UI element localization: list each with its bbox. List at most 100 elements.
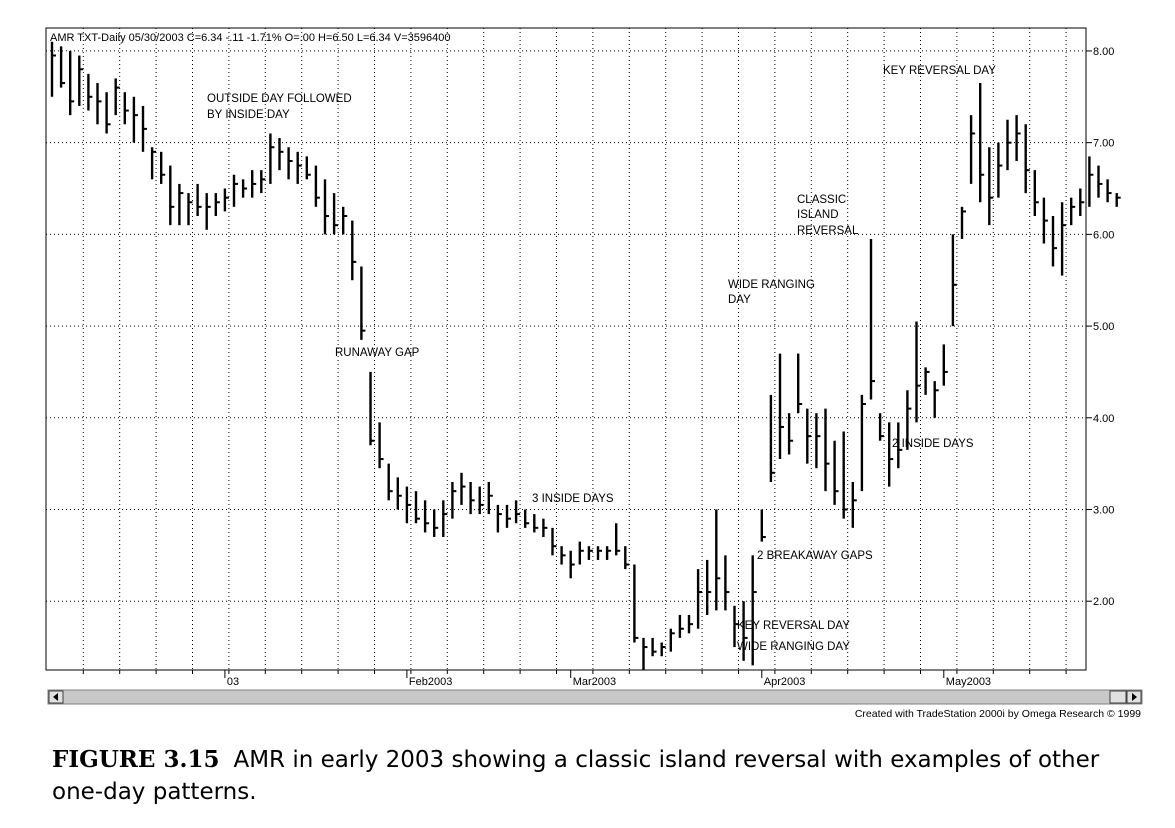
price-bar [842, 431, 848, 519]
price-bar [724, 555, 730, 611]
scrollbar-thumb[interactable] [1109, 690, 1127, 704]
price-bar [1097, 165, 1103, 198]
price-bar [305, 156, 311, 180]
price-bar [833, 440, 839, 505]
price-bar [706, 559, 712, 615]
price-bar [396, 477, 402, 510]
price-bar [332, 193, 339, 235]
y-tick-label: 3.00 [1093, 505, 1114, 517]
scrollbar-track[interactable] [47, 689, 1143, 705]
price-bar [114, 78, 120, 116]
price-bar [696, 569, 703, 629]
y-tick-label: 5.00 [1093, 321, 1114, 333]
x-tick-label: 03 [227, 676, 239, 688]
price-bar [132, 96, 138, 143]
price-bar [760, 509, 766, 542]
price-bar [460, 472, 466, 505]
y-tick-label: 7.00 [1093, 138, 1114, 150]
annotation-key-reversal-high: KEY REVERSAL DAY [883, 65, 996, 77]
price-bar [50, 41, 56, 97]
plot-frame [45, 27, 1087, 671]
price-bar [414, 491, 420, 524]
tradestation-credit: Created with TradeStation 2000i by Omega… [855, 708, 1141, 720]
chart-axes [45, 27, 1087, 671]
annotation-island-1: CLASSIC [797, 194, 846, 206]
price-bar [1106, 179, 1112, 203]
price-bar [250, 170, 257, 198]
price-bar [524, 509, 530, 528]
price-bar [551, 527, 557, 556]
price-bar [951, 234, 957, 327]
price-bar [159, 151, 166, 184]
price-bar [624, 546, 630, 570]
price-bar [433, 509, 439, 538]
y-tick-label: 6.00 [1093, 229, 1114, 241]
price-bar [478, 486, 484, 515]
price-bar [960, 206, 966, 239]
price-bar [660, 642, 666, 657]
annotation-key-reversal-low: KEY REVERSAL DAY [737, 620, 850, 632]
price-bar [278, 138, 284, 171]
price-bar [587, 546, 593, 560]
price-bar [906, 390, 912, 450]
horizontal-scrollbar[interactable] [47, 689, 1143, 705]
price-bar [533, 514, 539, 533]
price-bar [1088, 156, 1094, 207]
figure-caption: FIGURE 3.15 AMR in early 2003 showing a c… [52, 744, 1152, 808]
price-bar [1060, 202, 1067, 276]
price-bar [1024, 124, 1030, 194]
annotation-runaway-gap: RUNAWAY GAP [335, 347, 420, 359]
price-bar [1069, 197, 1076, 226]
price-bar [915, 321, 921, 423]
price-bar [360, 266, 366, 340]
price-bar [314, 165, 320, 207]
price-bar [514, 500, 521, 524]
price-bar [351, 220, 357, 281]
price-bar [232, 174, 238, 207]
x-tick-label: May2003 [946, 676, 991, 688]
price-bar [496, 504, 502, 533]
price-bar [1015, 115, 1021, 161]
y-tick-label: 4.00 [1093, 413, 1114, 425]
price-bar [96, 83, 102, 125]
price-bar [569, 550, 575, 579]
price-bar [997, 142, 1003, 198]
price-bar [223, 188, 229, 212]
price-bar [78, 55, 84, 106]
price-bar [615, 523, 621, 556]
annotation-outside-day-2: BY INSIDE DAY [207, 109, 290, 121]
scroll-right-arrow-icon [1132, 693, 1137, 701]
price-bar [387, 463, 393, 501]
annotation-wide-ranging-1: WIDE RANGING [728, 279, 815, 291]
y-tick-label: 8.00 [1093, 46, 1114, 58]
price-bar [241, 179, 248, 198]
price-bar [769, 394, 775, 482]
price-bar [323, 179, 329, 235]
price-bar [287, 147, 293, 180]
price-bar [196, 183, 202, 217]
price-bar [369, 371, 375, 446]
chart-grid [46, 28, 1086, 670]
x-tick-label: Mar2003 [573, 676, 616, 688]
price-bar [141, 105, 147, 152]
price-bar [214, 193, 220, 217]
annotation-3-inside-days: 3 INSIDE DAYS [532, 493, 614, 505]
price-bar [1051, 216, 1057, 267]
price-bar [897, 422, 903, 469]
price-bar [1006, 119, 1012, 171]
annotation-wide-ranging-low: WIDE RANGING DAY [737, 641, 850, 653]
price-bar [942, 344, 948, 386]
price-bar [605, 546, 612, 560]
price-bar [1033, 170, 1039, 217]
price-bar [578, 541, 584, 565]
price-bar [878, 413, 885, 441]
price-bar [633, 564, 639, 643]
price-bar [642, 637, 648, 670]
figure-label: FIGURE 3.15 [52, 746, 220, 773]
annotation-island-2: ISLAND [797, 209, 839, 221]
price-bar [687, 614, 693, 634]
price-bar [988, 147, 994, 226]
price-bar [560, 546, 566, 565]
price-bar [123, 92, 129, 125]
price-bar [187, 193, 193, 226]
